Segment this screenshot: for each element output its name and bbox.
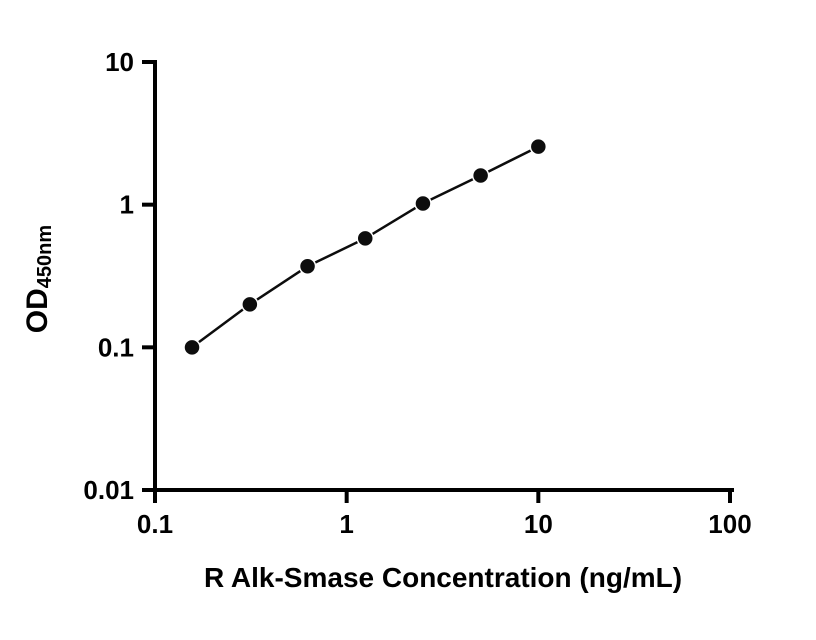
data-point <box>356 229 374 248</box>
y-axis-title-subscript: 450nm <box>34 224 56 289</box>
data-point <box>471 166 490 185</box>
data-point <box>414 194 432 213</box>
x-tick-label: 100 <box>708 509 751 539</box>
x-tick-label: 1 <box>339 509 353 539</box>
y-tick-label: 10 <box>105 47 134 77</box>
x-tick-label: 10 <box>524 509 553 539</box>
y-axis-title: OD450nm <box>21 169 56 389</box>
data-point <box>241 295 259 314</box>
data-point <box>529 137 548 156</box>
y-tick-label: 0.1 <box>98 332 134 362</box>
data-point <box>298 257 317 276</box>
x-tick-label: 0.1 <box>137 509 173 539</box>
y-tick-label: 1 <box>120 190 134 220</box>
y-tick-label: 0.01 <box>83 475 134 505</box>
y-axis-title-main: OD <box>21 288 54 334</box>
data-point <box>183 338 201 357</box>
x-axis-title: R Alk-Smase Concentration (ng/mL) <box>203 562 683 593</box>
